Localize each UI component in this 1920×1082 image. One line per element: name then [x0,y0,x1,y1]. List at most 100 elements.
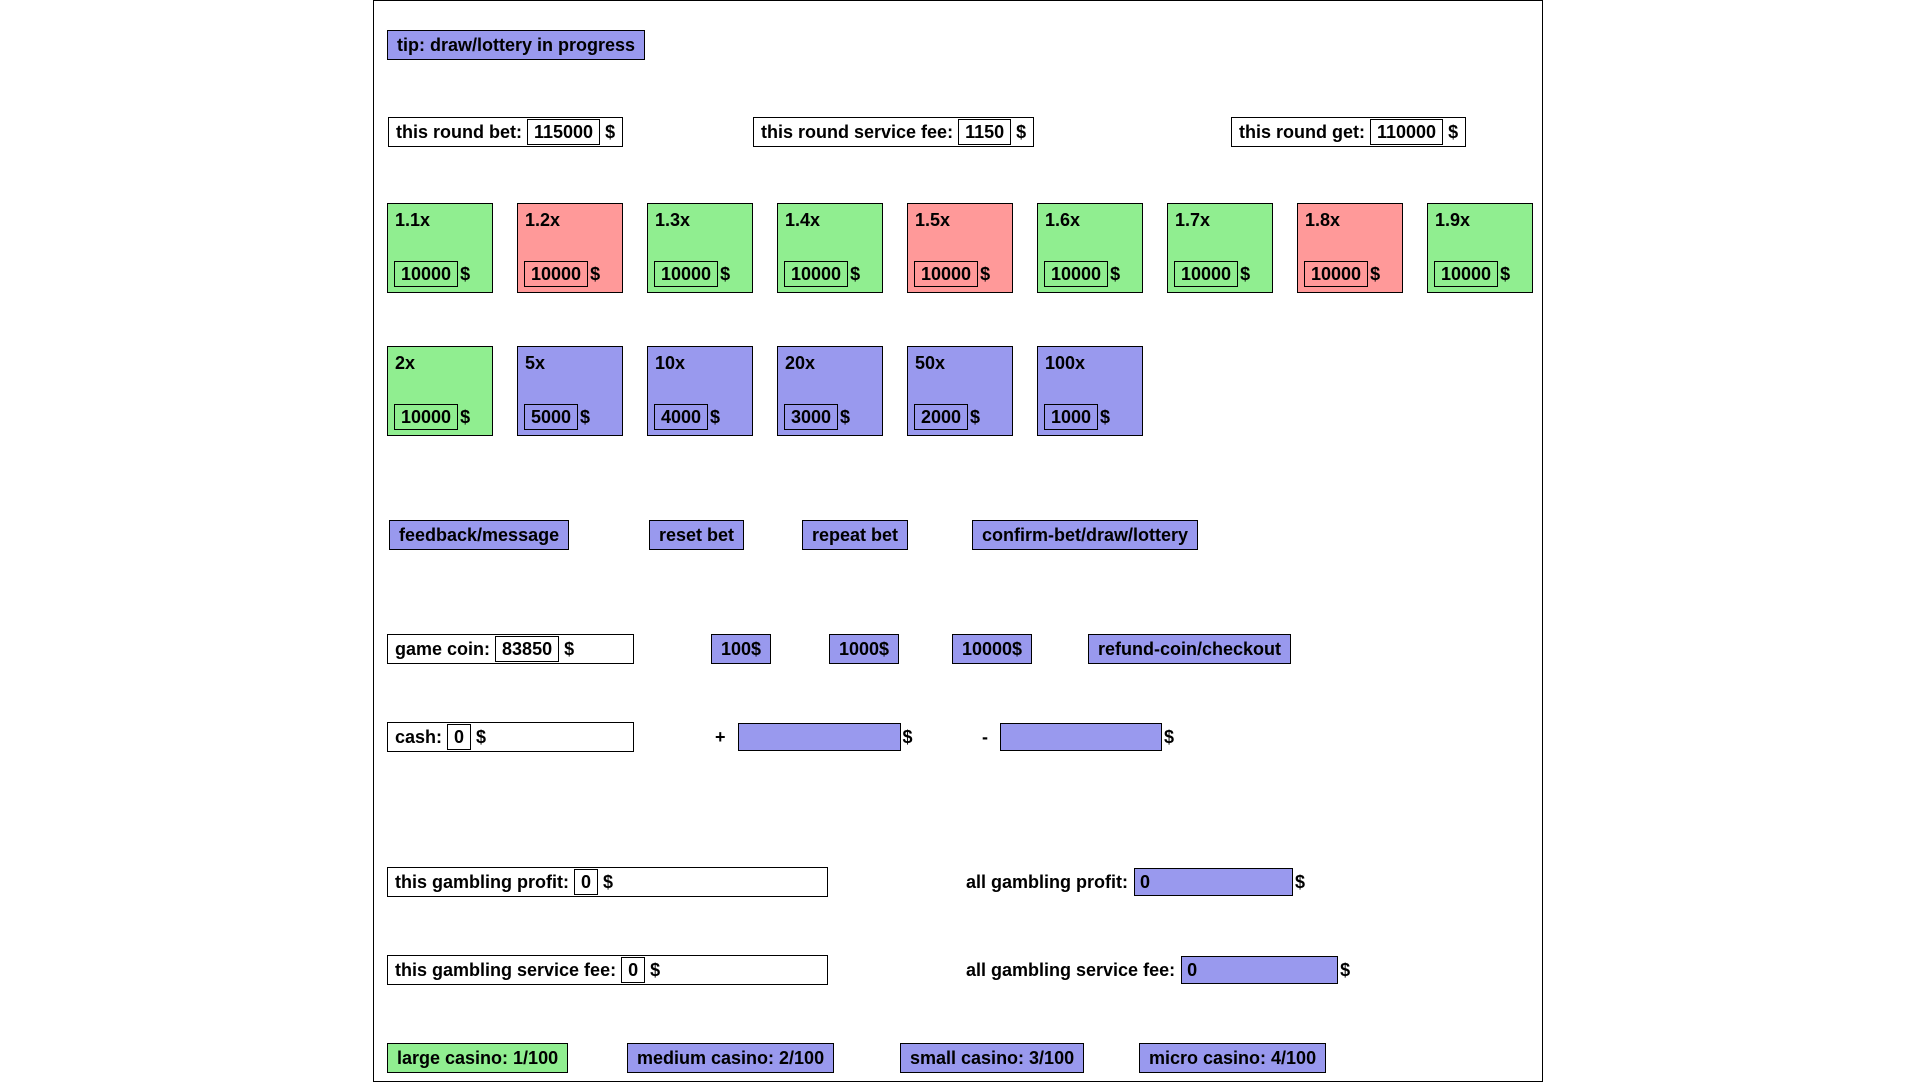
currency-symbol: $ [1110,263,1121,284]
all-gambling-service-fee-group: all gambling service fee: 0 $ [966,955,1350,985]
confirm-bet-draw-lottery-button[interactable]: confirm-bet/draw/lottery [972,520,1199,550]
multiplier-label: 1.5x [915,210,951,230]
currency-symbol: $ [1100,406,1111,427]
feedback-message-button[interactable]: feedback/message [389,520,570,550]
casino-tab-medium[interactable]: medium casino: 2/100 [627,1043,835,1073]
bet-amount-input[interactable]: 10000 [1044,261,1109,287]
game-coin-label: game coin: [395,638,491,659]
cash-plus-input[interactable] [737,723,901,751]
bet-box-1-4x[interactable]: 1.4x 10000 $ [777,203,883,293]
bet-amount-input[interactable]: 4000 [654,404,709,430]
bet-box-100x[interactable]: 100x 1000 $ [1037,346,1143,436]
currency-symbol: $ [840,406,851,427]
cash-withdraw-group: - $ [982,722,1174,752]
add-100-button[interactable]: 100$ [711,634,772,664]
bet-box-10x[interactable]: 10x 4000 $ [647,346,753,436]
currency-symbol: $ [605,121,616,142]
this-gambling-service-fee-label: this gambling service fee: [395,959,617,980]
currency-symbol: $ [590,263,601,284]
currency-symbol: $ [460,263,471,284]
bet-amount-input[interactable]: 10000 [654,261,719,287]
currency-symbol: $ [1340,959,1351,980]
bet-amount-input[interactable]: 10000 [394,261,459,287]
round-bet-label: this round bet: [396,121,522,142]
currency-symbol: $ [980,263,991,284]
currency-symbol: $ [710,406,721,427]
currency-symbol: $ [1448,121,1459,142]
currency-symbol: $ [850,263,861,284]
cash-label: cash: [395,726,443,747]
bet-box-5x[interactable]: 5x 5000 $ [517,346,623,436]
bet-box-50x[interactable]: 50x 2000 $ [907,346,1013,436]
bet-box-2x[interactable]: 2x 10000 $ [387,346,493,436]
bet-amount-input[interactable]: 10000 [914,261,979,287]
cash-minus-input[interactable] [1000,723,1162,751]
all-gambling-profit-input[interactable]: 0 [1134,868,1293,896]
game-coin-value[interactable]: 83850 [495,636,560,662]
this-gambling-service-fee-field: this gambling service fee: 0 $ [387,955,828,985]
bet-box-1-9x[interactable]: 1.9x 10000 $ [1427,203,1533,293]
multiplier-label: 1.3x [655,210,691,230]
currency-symbol: $ [650,959,661,980]
multiplier-label: 1.1x [395,210,431,230]
this-gambling-profit-value[interactable]: 0 [573,869,598,895]
multiplier-label: 1.9x [1435,210,1471,230]
casino-tab-small[interactable]: small casino: 3/100 [900,1043,1085,1073]
currency-symbol: $ [970,406,981,427]
reset-bet-button[interactable]: reset bet [649,520,745,550]
round-bet-field: this round bet: 115000 $ [388,117,624,147]
bet-box-1-6x[interactable]: 1.6x 10000 $ [1037,203,1143,293]
bet-amount-input[interactable]: 1000 [1044,404,1099,430]
bet-amount-input[interactable]: 10000 [1174,261,1239,287]
multiplier-label: 1.7x [1175,210,1211,230]
currency-symbol: $ [720,263,731,284]
add-10000-button[interactable]: 10000$ [952,634,1033,664]
bet-box-1-5x[interactable]: 1.5x 10000 $ [907,203,1013,293]
bet-amount-input[interactable]: 10000 [524,261,589,287]
plus-icon: + [715,726,726,747]
bet-amount-input[interactable]: 5000 [524,404,579,430]
currency-symbol: $ [1164,726,1175,747]
bet-amount-input[interactable]: 10000 [1434,261,1499,287]
currency-symbol: $ [1016,121,1027,142]
round-service-fee-value[interactable]: 1150 [958,119,1012,145]
currency-symbol: $ [902,726,913,747]
game-coin-field: game coin: 83850 $ [387,634,634,664]
all-gambling-service-fee-label: all gambling service fee: [966,959,1176,980]
currency-symbol: $ [460,406,471,427]
round-bet-value[interactable]: 115000 [526,119,601,145]
casino-tab-large[interactable]: large casino: 1/100 [387,1043,569,1073]
multiplier-label: 1.8x [1305,210,1341,230]
multiplier-label: 20x [785,353,816,373]
add-1000-button[interactable]: 1000$ [829,634,900,664]
cash-deposit-group: + $ [715,722,913,752]
bet-box-20x[interactable]: 20x 3000 $ [777,346,883,436]
casino-window: tip: draw/lottery in progress this round… [373,0,1543,1082]
repeat-bet-button[interactable]: repeat bet [802,520,909,550]
cash-value[interactable]: 0 [447,724,472,750]
bet-box-1-2x[interactable]: 1.2x 10000 $ [517,203,623,293]
bet-amount-input[interactable]: 2000 [914,404,969,430]
round-get-label: this round get: [1239,121,1365,142]
bet-amount-input[interactable]: 10000 [1304,261,1369,287]
cash-field: cash: 0 $ [387,722,634,752]
bet-amount-input[interactable]: 10000 [394,404,459,430]
bet-box-1-1x[interactable]: 1.1x 10000 $ [387,203,493,293]
bet-box-1-8x[interactable]: 1.8x 10000 $ [1297,203,1403,293]
this-gambling-service-fee-value[interactable]: 0 [621,957,646,983]
this-gambling-profit-field: this gambling profit: 0 $ [387,867,828,897]
currency-symbol: $ [1240,263,1251,284]
bet-amount-input[interactable]: 10000 [784,261,849,287]
currency-symbol: $ [1370,263,1381,284]
currency-symbol: $ [476,726,487,747]
refund-coin-checkout-button[interactable]: refund-coin/checkout [1088,634,1292,664]
casino-tab-micro[interactable]: micro casino: 4/100 [1139,1043,1327,1073]
round-get-value[interactable]: 110000 [1369,119,1444,145]
currency-symbol: $ [1295,871,1306,892]
bet-amount-input[interactable]: 3000 [784,404,839,430]
bet-box-1-7x[interactable]: 1.7x 10000 $ [1167,203,1273,293]
bet-box-1-3x[interactable]: 1.3x 10000 $ [647,203,753,293]
multiplier-label: 1.6x [1045,210,1081,230]
multiplier-label: 2x [395,353,416,373]
all-gambling-service-fee-input[interactable]: 0 [1181,956,1339,984]
